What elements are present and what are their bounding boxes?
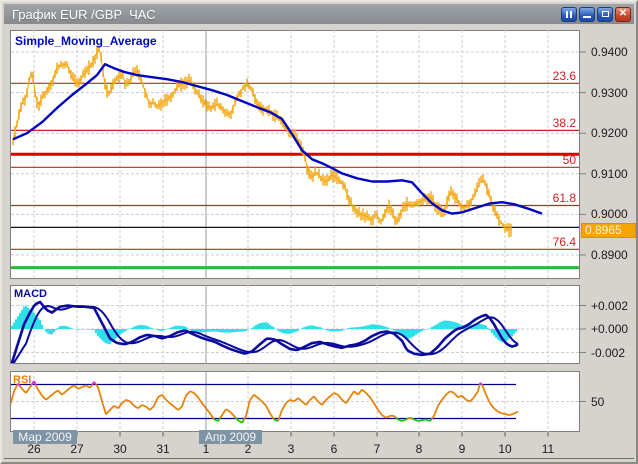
- minimize-icon: [583, 15, 591, 18]
- restore-icon: [601, 11, 609, 17]
- price-axis-label: 0.9000: [591, 207, 628, 222]
- pause-icon: [566, 10, 572, 18]
- window-bottom-edge: [4, 458, 634, 459]
- close-icon: ✕: [618, 8, 628, 19]
- close-button[interactable]: ✕: [615, 6, 631, 22]
- macd-axis-label: +0.000: [591, 322, 629, 336]
- macd-axis-label: -0.002: [591, 345, 626, 360]
- macd-axis-label: +0.002: [591, 298, 629, 313]
- price-axis-label: 0.9100: [591, 166, 628, 181]
- price-axis-label: 0.8900: [591, 248, 628, 262]
- restore-button[interactable]: [597, 6, 613, 22]
- date-axis[interactable]: [10, 432, 580, 457]
- title-bar[interactable]: График EUR /GBP ЧАС ✕: [4, 4, 634, 24]
- price-axis-label: 0.9400: [591, 45, 628, 59]
- minimize-button[interactable]: [579, 6, 595, 22]
- price-axis-label: 0.9300: [591, 85, 628, 100]
- window-buttons: ✕: [561, 6, 631, 22]
- macd-panel[interactable]: [10, 285, 580, 364]
- price-chart-panel[interactable]: [10, 30, 580, 279]
- rsi-panel[interactable]: [10, 371, 580, 432]
- pause-button[interactable]: [561, 6, 577, 22]
- current-price-badge: 0.8965: [581, 223, 636, 238]
- rsi-axis-label: 50: [591, 394, 605, 409]
- window-title: График EUR /GBP ЧАС: [12, 6, 156, 22]
- price-axis-label: 0.9200: [591, 126, 628, 141]
